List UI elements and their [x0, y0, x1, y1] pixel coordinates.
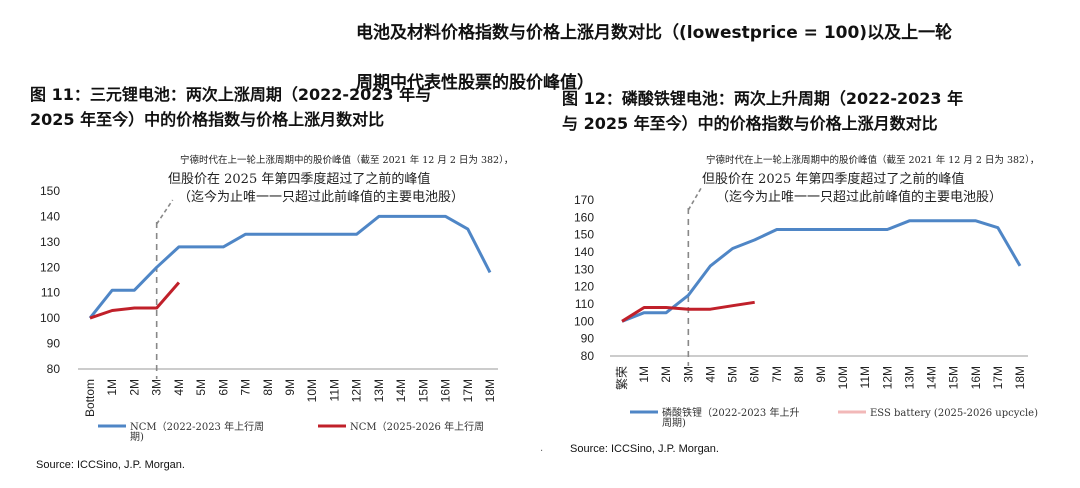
annotation-line-1: 宁德时代在上一轮上涨周期中的股价峰值（截至 2021 年 12 月 2 日为 3…: [180, 154, 513, 166]
annotation-line-1: 宁德时代在上一轮上涨周期中的股价峰值（截至 2021 年 12 月 2 日为 3…: [706, 154, 1039, 166]
y-tick-label: 90: [47, 337, 61, 351]
legend-label-previous-cycle: NCM（2022-2023 年上行周: [130, 420, 264, 433]
x-tick-label: 14M: [394, 379, 408, 402]
x-tick-label: 6M: [216, 379, 230, 396]
x-tick-label: 9M: [814, 366, 828, 383]
x-tick-label: 18M: [1013, 366, 1027, 389]
x-tick-label: 8M: [261, 379, 275, 396]
x-tick-label: 3M: [681, 366, 695, 383]
figure-12-title-line1: 图 12：磷酸铁锂电池：两次上升周期（2022-2023 年: [562, 89, 964, 108]
y-tick-label: 80: [47, 362, 61, 376]
x-tick-label: 7M: [770, 366, 784, 383]
y-tick-label: 100: [574, 314, 594, 328]
annotation-line-2: 但股价在 2025 年第四季度超过了之前的峰值: [168, 171, 430, 187]
x-tick-label: 18M: [483, 379, 497, 402]
x-tick-label: 1M: [105, 379, 119, 396]
annotation-line-3: （迄今为止唯一一只超过此前峰值的主要电池股）: [178, 189, 464, 205]
x-tick-label: 13M: [902, 366, 916, 389]
x-tick-label: 1M: [637, 366, 651, 383]
y-tick-label: 80: [581, 349, 595, 363]
y-tick-label: 150: [574, 228, 594, 242]
y-tick-label: 120: [574, 280, 594, 294]
y-tick-label: 130: [40, 235, 60, 249]
figure-11-title-line2: 2025 年至今）中的价格指数与价格上涨月数对比: [30, 110, 385, 129]
x-tick-label: 2M: [127, 379, 141, 396]
y-tick-label: 140: [40, 209, 60, 223]
figure-12-title-line2: 与 2025 年至今）中的价格指数与价格上涨月数对比: [562, 114, 938, 133]
x-tick-label: 12M: [350, 379, 364, 402]
y-tick-label: 110: [575, 297, 594, 311]
series-line-previous-cycle: [621, 219, 1022, 323]
x-tick-label: 12M: [880, 366, 894, 389]
figure-12-title: 图 12：磷酸铁锂电池：两次上升周期（2022-2023 年 与 2025 年至…: [562, 86, 1072, 136]
source-note-figure-12: Source: ICCSino, J.P. Morgan.: [570, 443, 719, 455]
x-tick-label: 9M: [283, 379, 297, 396]
x-tick-label: 4M: [703, 366, 717, 383]
legend-label-current-cycle: ESS battery (2025-2026 upcycle): [870, 408, 1038, 419]
y-tick-label: 100: [40, 311, 60, 325]
x-tick-label: 16M: [439, 379, 453, 402]
x-tick-label: 2M: [659, 366, 673, 383]
series-line-current-cycle: [89, 281, 181, 320]
legend-label-wrap: 周期): [662, 417, 686, 429]
y-tick-label: 140: [574, 245, 594, 259]
x-tick-label: 繁荣: [614, 366, 629, 390]
legend-label-previous-cycle: 磷酸铁锂（2022-2023 年上升: [662, 406, 799, 419]
x-tick-label: 13M: [372, 379, 386, 402]
y-tick-label: 90: [581, 332, 595, 346]
x-tick-label: 11M: [327, 379, 341, 401]
y-tick-label: 160: [574, 210, 594, 224]
source-note-figure-11: Source: ICCSino, J.P. Morgan.: [36, 459, 185, 471]
legend-label-wrap: 期): [130, 431, 144, 443]
chart-ncm: 80 90 100 110 120 130 140 150 Bottom 1M 2M 3M 4M 5M 6M…: [40, 154, 513, 443]
x-tick-label: 5M: [194, 379, 208, 396]
annotation-line-3: （迄今为止唯一一只超过此前峰值的主要电池股）: [716, 189, 1002, 205]
x-tick-label: 15M: [416, 379, 430, 402]
figure-11-title: 图 11：三元锂电池：两次上涨周期（2022-2023 年与 2025 年至今）…: [30, 82, 550, 132]
x-tick-label: Bottom: [83, 379, 97, 417]
x-tick-label: 7M: [239, 379, 253, 396]
y-tick-label: 120: [40, 260, 60, 274]
x-tick-label: 16M: [969, 366, 983, 389]
y-tick-label: 130: [574, 262, 594, 276]
x-tick-label: 14M: [925, 366, 939, 389]
y-tick-label: 170: [574, 193, 594, 207]
x-tick-label: 17M: [991, 366, 1005, 389]
x-tick-label: 10M: [305, 379, 319, 402]
figure-11-title-line1: 图 11：三元锂电池：两次上涨周期（2022-2023 年与: [30, 85, 432, 104]
chart-lfp: 80 90 100 110 120 130 140 150 160 170 繁荣 1M 2M 3M 4M 5M…: [574, 154, 1039, 429]
x-tick-label: 8M: [792, 366, 806, 383]
x-tick-label: 4M: [172, 379, 186, 396]
x-tick-label: 10M: [836, 366, 850, 389]
x-tick-label: 5M: [726, 366, 740, 383]
x-tick-label: 15M: [947, 366, 961, 389]
x-tick-label: 3M: [150, 379, 164, 396]
annotation-arrow-line: [156, 199, 174, 225]
x-tick-label: 11M: [858, 366, 872, 388]
series-line-previous-cycle: [88, 214, 492, 320]
main-title: 电池及材料价格指数与价格上涨月数对比（(lowestprice = 100)以及…: [356, 8, 1076, 108]
x-tick-label: 17M: [461, 379, 475, 402]
annotation-arrow-line: [687, 185, 704, 211]
x-tick-label: 6M: [748, 366, 762, 383]
main-title-line1: 电池及材料价格指数与价格上涨月数对比（(lowestprice = 100)以及…: [356, 23, 953, 43]
y-tick-label: 110: [41, 286, 60, 300]
annotation-line-2: 但股价在 2025 年第四季度超过了之前的峰值: [702, 171, 964, 187]
y-tick-label: 150: [40, 184, 60, 198]
series-line-current-cycle: [621, 300, 755, 323]
stray-mark: ·: [540, 446, 544, 457]
main-title-line2: 周期中代表性股票的股价峰值）: [356, 73, 594, 93]
legend-label-current-cycle: NCM（2025-2026 年上行周: [350, 420, 484, 433]
